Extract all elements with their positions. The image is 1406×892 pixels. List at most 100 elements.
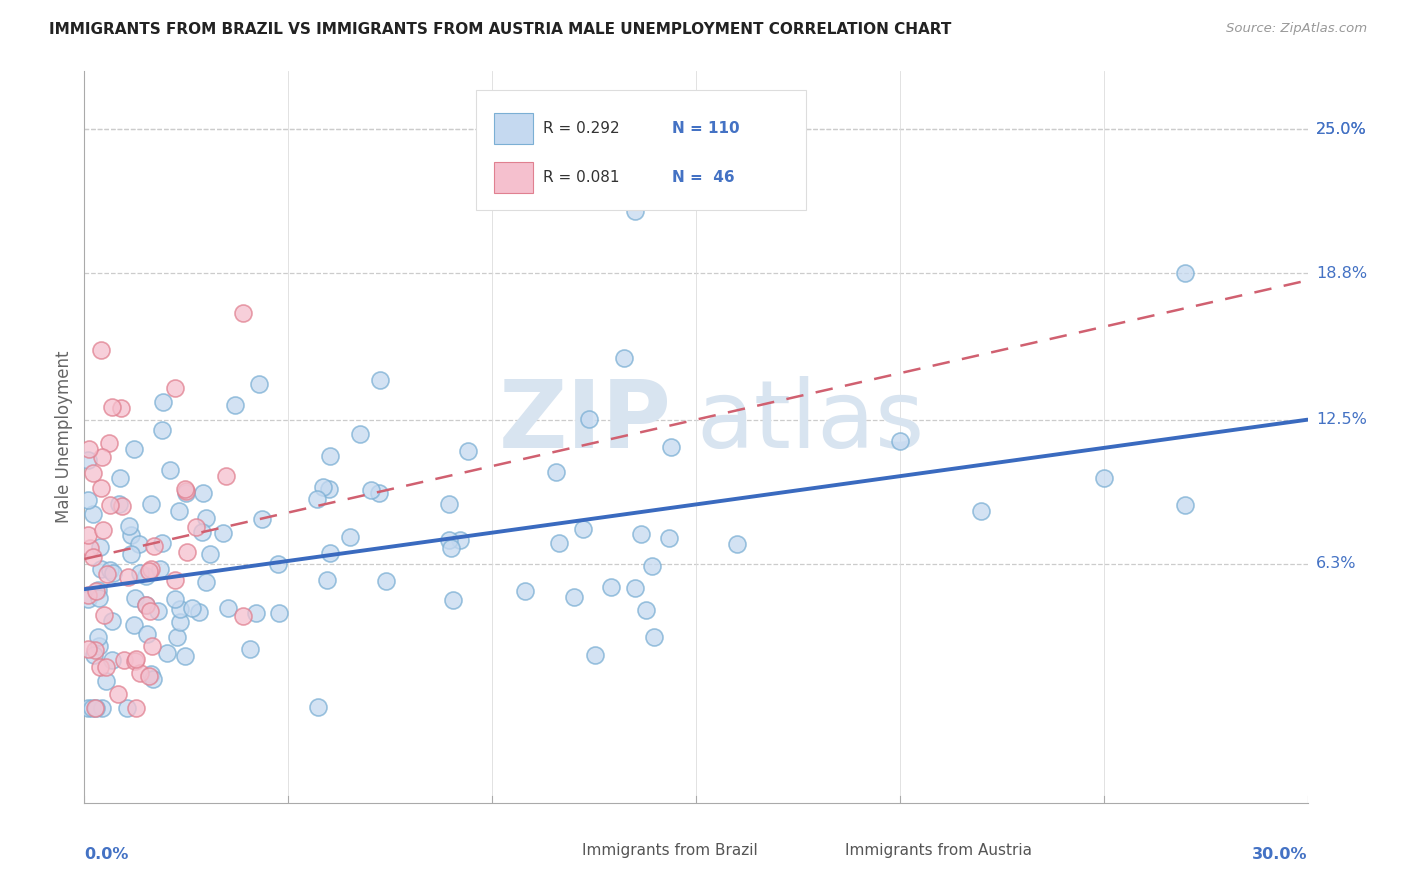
Point bbox=[87, 630, 110, 644]
Point bbox=[224, 398, 246, 412]
Point bbox=[77, 592, 100, 607]
Point bbox=[437, 533, 460, 547]
Point bbox=[90, 343, 112, 357]
Point bbox=[89, 639, 111, 653]
Text: Immigrants from Brazil: Immigrants from Brazil bbox=[582, 843, 758, 858]
Point bbox=[89, 659, 111, 673]
Point bbox=[624, 581, 647, 595]
Point bbox=[319, 449, 342, 463]
Point bbox=[169, 601, 191, 615]
Point bbox=[339, 530, 361, 544]
Point bbox=[583, 648, 606, 662]
Point bbox=[77, 528, 100, 542]
Point bbox=[349, 427, 371, 442]
Point bbox=[77, 700, 100, 714]
Point bbox=[138, 669, 160, 683]
Point bbox=[124, 591, 146, 605]
Point bbox=[84, 643, 107, 657]
Point bbox=[139, 604, 162, 618]
Point bbox=[112, 653, 135, 667]
Point bbox=[214, 469, 236, 483]
Point bbox=[111, 500, 134, 514]
Point bbox=[93, 608, 115, 623]
FancyBboxPatch shape bbox=[804, 838, 835, 863]
Point bbox=[368, 373, 391, 387]
Point bbox=[80, 700, 103, 714]
Point bbox=[82, 466, 104, 480]
Text: 30.0%: 30.0% bbox=[1253, 847, 1308, 862]
Point bbox=[129, 566, 152, 580]
Point bbox=[77, 442, 100, 457]
Y-axis label: Male Unemployment: Male Unemployment bbox=[55, 351, 73, 524]
Point bbox=[150, 536, 173, 550]
Point bbox=[457, 444, 479, 458]
Point bbox=[188, 606, 211, 620]
Text: Source: ZipAtlas.com: Source: ZipAtlas.com bbox=[1226, 22, 1367, 36]
Text: 25.0%: 25.0% bbox=[1316, 122, 1367, 136]
Point bbox=[86, 583, 108, 598]
Point bbox=[232, 608, 254, 623]
Point bbox=[624, 203, 647, 218]
Point bbox=[562, 590, 585, 604]
Point bbox=[84, 700, 107, 714]
Point bbox=[725, 537, 748, 551]
Point bbox=[101, 653, 124, 667]
Point bbox=[141, 639, 163, 653]
Point bbox=[159, 463, 181, 477]
Point bbox=[232, 306, 254, 320]
Point bbox=[139, 497, 162, 511]
Point bbox=[139, 667, 162, 681]
Point bbox=[191, 524, 214, 539]
Point bbox=[122, 442, 145, 457]
Point bbox=[1174, 266, 1197, 280]
Point bbox=[624, 192, 647, 206]
Point bbox=[165, 591, 187, 606]
Point bbox=[142, 540, 165, 554]
Text: N =  46: N = 46 bbox=[672, 169, 734, 185]
Point bbox=[375, 574, 398, 588]
Point bbox=[128, 537, 150, 551]
Point bbox=[195, 574, 218, 589]
Point bbox=[239, 642, 262, 657]
Point bbox=[96, 673, 118, 688]
Point bbox=[91, 700, 114, 714]
Point bbox=[441, 592, 464, 607]
Point bbox=[94, 659, 117, 673]
Point bbox=[135, 598, 157, 612]
Point bbox=[135, 598, 157, 612]
Text: atlas: atlas bbox=[696, 376, 924, 468]
Point bbox=[77, 453, 100, 467]
Point bbox=[149, 562, 172, 576]
Point bbox=[318, 546, 340, 560]
Point bbox=[184, 519, 207, 533]
Point bbox=[572, 522, 595, 536]
Point bbox=[101, 614, 124, 628]
Point bbox=[318, 482, 340, 496]
FancyBboxPatch shape bbox=[494, 162, 533, 193]
Point bbox=[142, 672, 165, 686]
Point bbox=[91, 523, 114, 537]
Point bbox=[247, 377, 270, 392]
Point bbox=[139, 561, 162, 575]
Point bbox=[661, 440, 683, 454]
Point bbox=[449, 533, 471, 547]
Point bbox=[101, 400, 124, 414]
Point bbox=[103, 566, 125, 580]
Point bbox=[152, 395, 174, 409]
Point bbox=[115, 700, 138, 714]
Point bbox=[312, 480, 335, 494]
Point bbox=[87, 591, 110, 606]
Point bbox=[212, 525, 235, 540]
Point bbox=[641, 558, 664, 573]
Point bbox=[658, 531, 681, 545]
Point bbox=[198, 547, 221, 561]
Point bbox=[77, 492, 100, 507]
Point bbox=[266, 557, 288, 571]
Point bbox=[167, 504, 190, 518]
Point bbox=[176, 545, 198, 559]
Point bbox=[120, 547, 142, 561]
Point bbox=[79, 541, 101, 556]
Text: R = 0.081: R = 0.081 bbox=[543, 169, 620, 185]
Point bbox=[166, 630, 188, 644]
Point bbox=[135, 569, 157, 583]
